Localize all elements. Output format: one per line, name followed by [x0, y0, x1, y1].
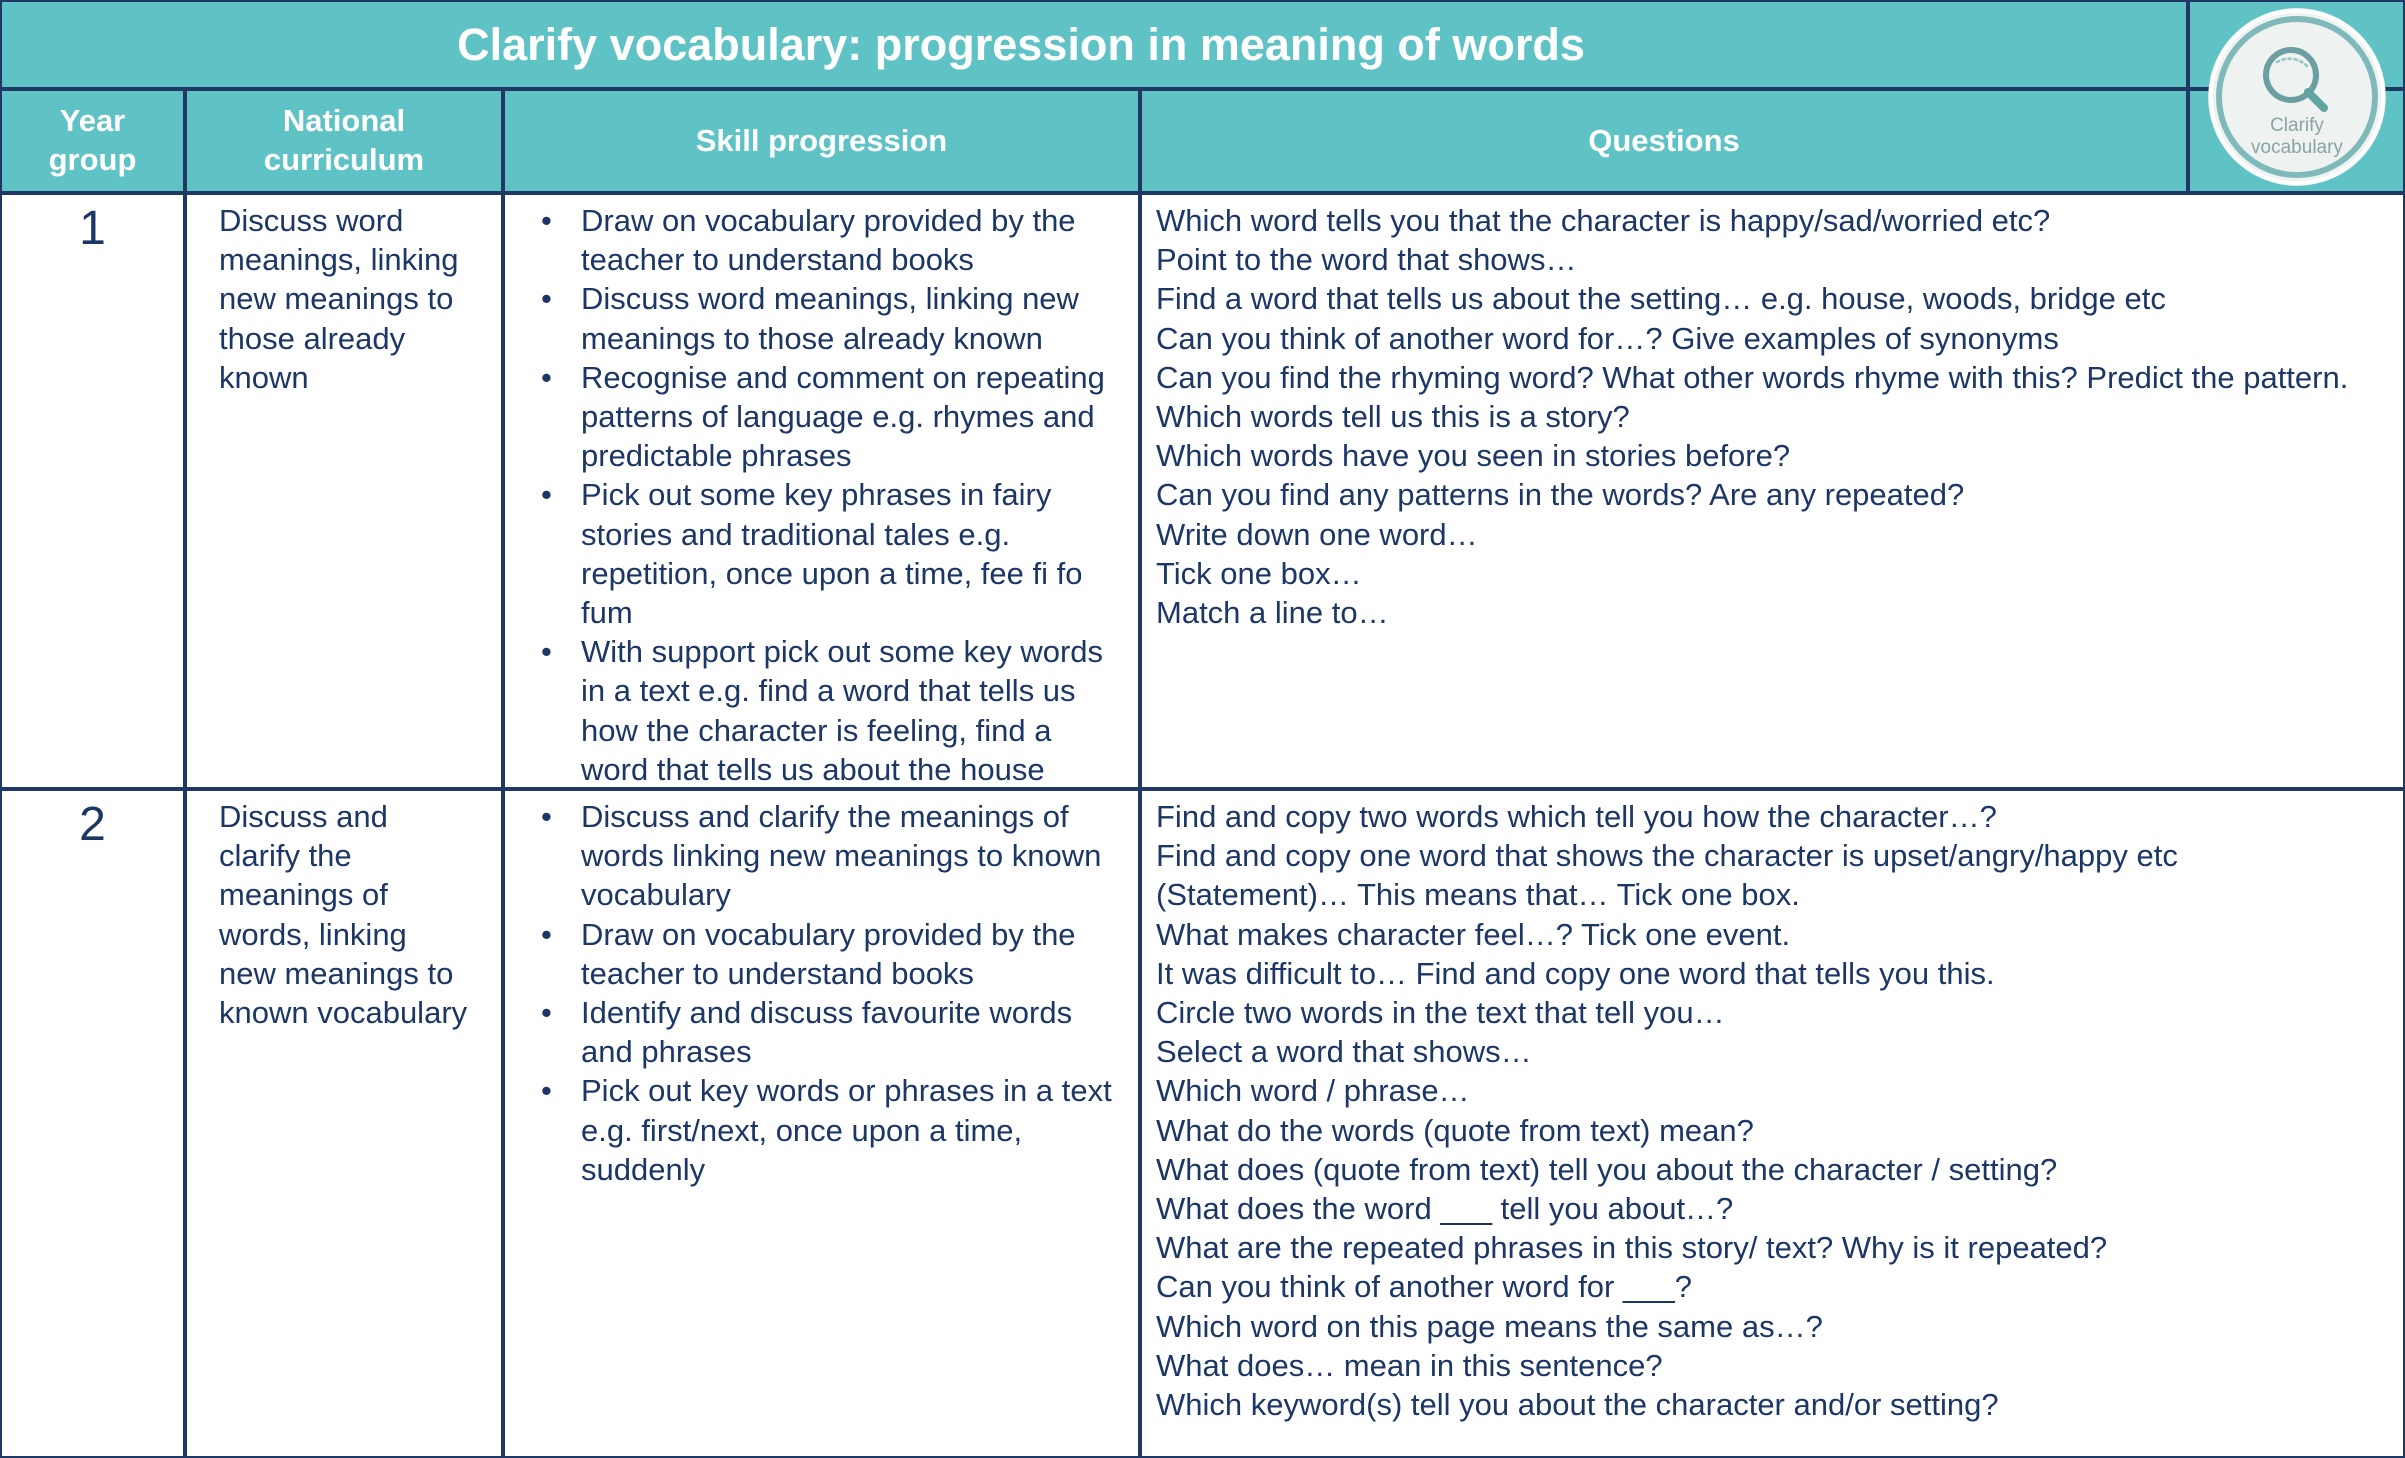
svg-text:vocabulary: vocabulary [2251, 137, 2343, 158]
svg-text:Clarify: Clarify [2270, 115, 2324, 136]
